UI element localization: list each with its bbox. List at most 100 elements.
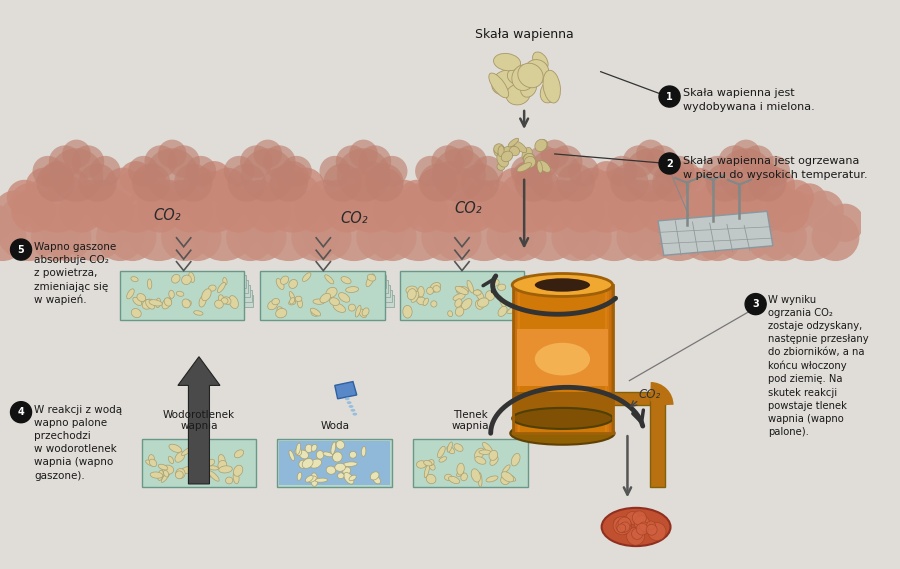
Ellipse shape (346, 287, 359, 292)
Ellipse shape (403, 306, 412, 318)
Circle shape (340, 171, 402, 233)
Circle shape (421, 213, 469, 261)
Circle shape (11, 183, 47, 219)
Ellipse shape (494, 146, 502, 156)
Circle shape (230, 180, 265, 215)
Circle shape (11, 188, 55, 233)
Ellipse shape (276, 279, 284, 290)
Circle shape (36, 163, 75, 202)
Circle shape (169, 204, 207, 242)
Ellipse shape (229, 296, 238, 308)
Circle shape (0, 213, 26, 261)
Text: Woda: Woda (320, 421, 349, 431)
Ellipse shape (192, 467, 203, 473)
Bar (401, 275, 526, 288)
Bar (123, 280, 248, 292)
Ellipse shape (175, 452, 184, 462)
Ellipse shape (408, 288, 416, 300)
Circle shape (580, 194, 647, 261)
Ellipse shape (479, 450, 491, 455)
Circle shape (292, 213, 339, 261)
Ellipse shape (446, 446, 454, 453)
Ellipse shape (513, 68, 538, 90)
Ellipse shape (338, 473, 344, 479)
Ellipse shape (346, 401, 352, 404)
Ellipse shape (455, 307, 464, 316)
Circle shape (418, 168, 455, 205)
Ellipse shape (335, 463, 346, 471)
Ellipse shape (427, 475, 436, 484)
Circle shape (694, 213, 742, 261)
Circle shape (161, 213, 209, 261)
Circle shape (433, 161, 466, 194)
Ellipse shape (315, 478, 328, 482)
Circle shape (374, 188, 418, 233)
Ellipse shape (320, 294, 330, 303)
Ellipse shape (218, 282, 225, 292)
Ellipse shape (512, 408, 613, 429)
Ellipse shape (161, 471, 170, 483)
Bar (520, 285, 606, 433)
Ellipse shape (199, 295, 206, 307)
Ellipse shape (507, 306, 519, 314)
Circle shape (431, 145, 464, 178)
Ellipse shape (202, 472, 211, 483)
Circle shape (132, 163, 170, 202)
Circle shape (403, 188, 447, 233)
Circle shape (618, 521, 629, 531)
Circle shape (436, 204, 474, 242)
Circle shape (482, 188, 526, 233)
Ellipse shape (498, 306, 507, 316)
Circle shape (109, 213, 157, 261)
Ellipse shape (214, 300, 223, 308)
Ellipse shape (181, 467, 194, 473)
Circle shape (206, 183, 242, 219)
Circle shape (812, 213, 860, 261)
Circle shape (263, 145, 295, 178)
Circle shape (527, 145, 560, 178)
Ellipse shape (221, 298, 228, 304)
Ellipse shape (336, 440, 345, 449)
Ellipse shape (535, 278, 590, 292)
Ellipse shape (417, 297, 427, 305)
Ellipse shape (524, 154, 535, 164)
Text: W reakcji z wodą
wapno palone
przechodzi
w wodorotlenek
wapnia (wapno
gaszone).: W reakcji z wodą wapno palone przechodzi… (34, 405, 122, 481)
Circle shape (364, 204, 402, 242)
Circle shape (125, 194, 193, 261)
Circle shape (371, 204, 409, 242)
Ellipse shape (176, 471, 184, 479)
Ellipse shape (478, 473, 482, 487)
Circle shape (754, 204, 793, 242)
Circle shape (629, 213, 677, 261)
Circle shape (146, 148, 199, 202)
Circle shape (76, 183, 112, 219)
Ellipse shape (209, 471, 220, 481)
Circle shape (747, 161, 779, 194)
Circle shape (596, 183, 632, 219)
Ellipse shape (130, 277, 138, 282)
Ellipse shape (131, 308, 141, 318)
Ellipse shape (353, 413, 357, 415)
Ellipse shape (164, 298, 172, 306)
Bar (400, 271, 524, 320)
Circle shape (557, 163, 595, 202)
Ellipse shape (205, 459, 214, 466)
Ellipse shape (411, 291, 418, 302)
Circle shape (636, 139, 665, 168)
Circle shape (700, 180, 735, 215)
Circle shape (320, 191, 360, 231)
Circle shape (52, 168, 89, 205)
Ellipse shape (540, 80, 560, 103)
Circle shape (706, 163, 744, 202)
Circle shape (659, 86, 680, 107)
Text: 1: 1 (666, 92, 673, 101)
Circle shape (803, 191, 844, 231)
Circle shape (226, 213, 274, 261)
Ellipse shape (295, 296, 302, 302)
Ellipse shape (456, 287, 469, 295)
Circle shape (217, 188, 260, 233)
Circle shape (356, 213, 404, 261)
Ellipse shape (533, 52, 548, 70)
Circle shape (164, 180, 199, 215)
Circle shape (775, 191, 815, 231)
